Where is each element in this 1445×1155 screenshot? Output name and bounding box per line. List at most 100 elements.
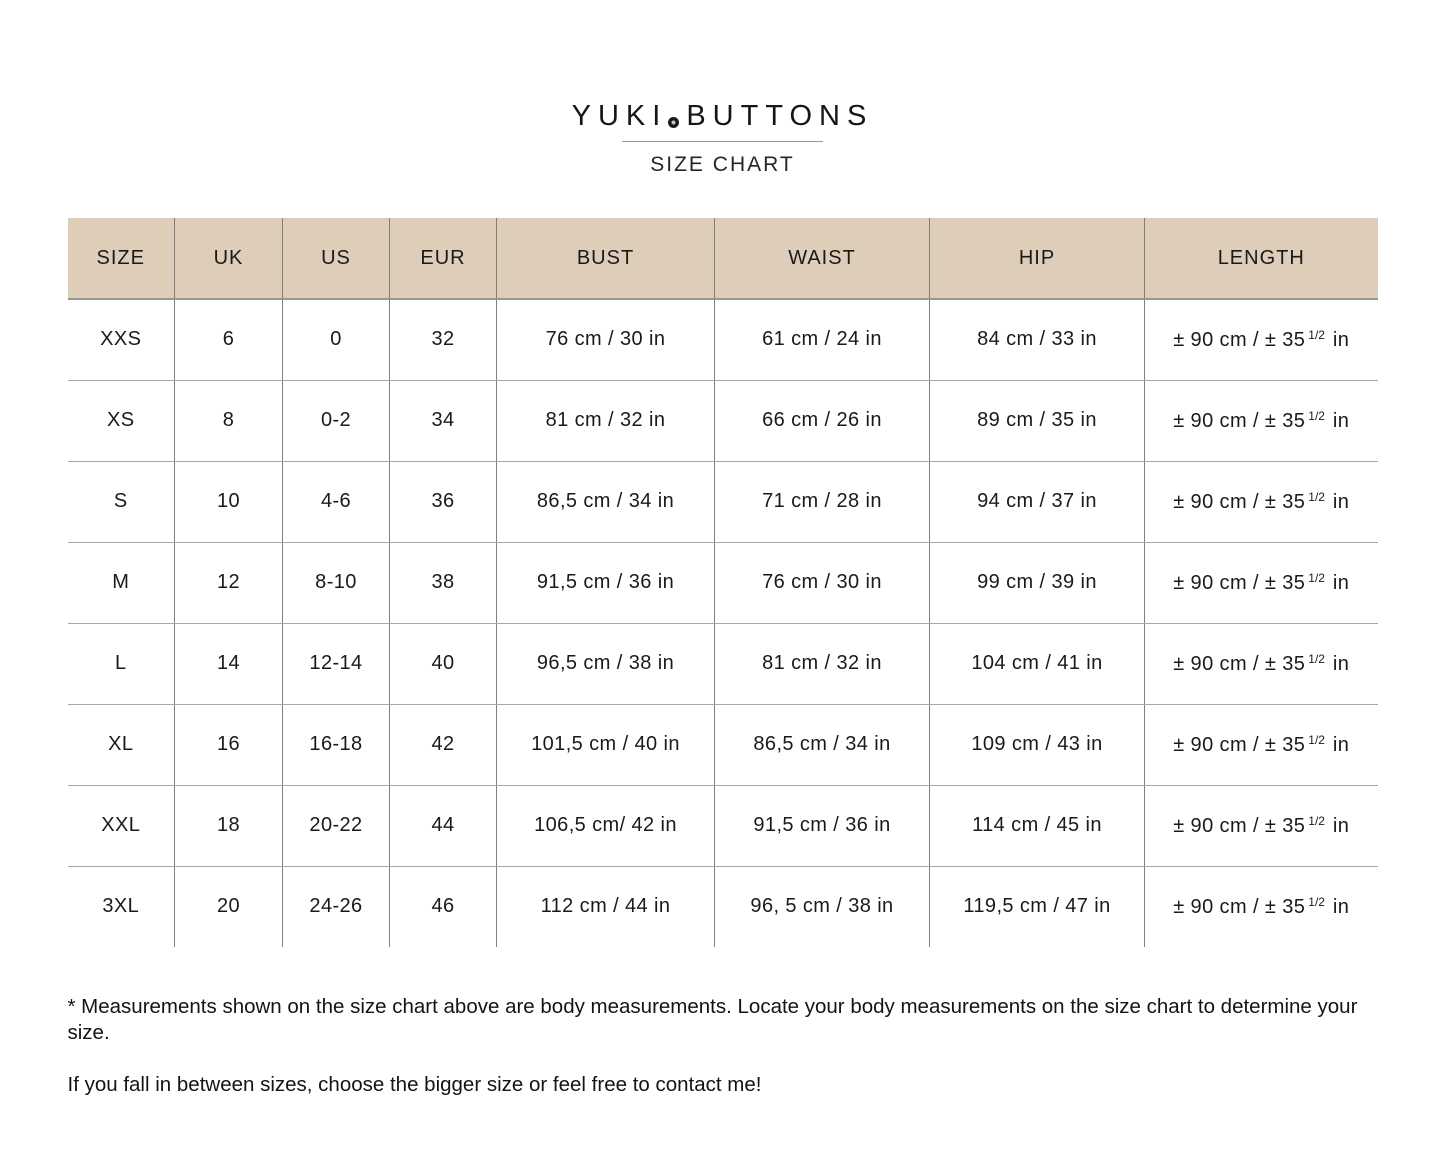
cell-us: 20-22 — [282, 785, 390, 867]
cell-uk: 12 — [174, 542, 283, 624]
length-fraction: 1/2 — [1308, 894, 1325, 909]
cell-size: XL — [67, 704, 175, 786]
table-row: XXL 18 20-22 44 106,5 cm/ 42 in 91,5 cm … — [67, 785, 1378, 867]
length-main: ± 90 cm / ± 35 — [1173, 652, 1306, 675]
cell-waist: 61 cm / 24 in — [714, 299, 930, 381]
cell-us: 12-14 — [282, 623, 390, 705]
size-table-header-row: SIZE UK US EUR BUST WAIST HIP LENGTH — [67, 218, 1378, 300]
cell-size: XXS — [67, 299, 175, 381]
column-header-length: LENGTH — [1144, 218, 1378, 300]
column-header-bust: BUST — [496, 218, 715, 300]
cell-uk: 20 — [174, 866, 283, 947]
cell-bust: 91,5 cm / 36 in — [496, 542, 715, 624]
brand-name: YUKI BUTTONS — [0, 102, 1445, 131]
cell-waist: 96, 5 cm / 38 in — [714, 866, 930, 947]
cell-waist: 86,5 cm / 34 in — [714, 704, 930, 786]
cell-length: ± 90 cm / ± 35 1/2 in — [1144, 785, 1378, 867]
cell-us: 8-10 — [282, 542, 390, 624]
column-header-size: SIZE — [67, 218, 175, 300]
length-fraction: 1/2 — [1308, 570, 1325, 585]
cell-eur: 44 — [389, 785, 497, 867]
cell-uk: 16 — [174, 704, 283, 786]
cell-bust: 112 cm / 44 in — [496, 866, 715, 947]
table-row: XL 16 16-18 42 101,5 cm / 40 in 86,5 cm … — [67, 704, 1378, 786]
cell-hip: 114 cm / 45 in — [929, 785, 1145, 867]
cell-eur: 32 — [389, 299, 497, 381]
cell-uk: 14 — [174, 623, 283, 705]
length-main: ± 90 cm / ± 35 — [1173, 733, 1306, 756]
table-row: M 12 8-10 38 91,5 cm / 36 in 76 cm / 30 … — [67, 542, 1378, 624]
cell-hip: 109 cm / 43 in — [929, 704, 1145, 786]
cell-waist: 76 cm / 30 in — [714, 542, 930, 624]
length-unit: in — [1326, 814, 1350, 837]
cell-length: ± 90 cm / ± 35 1/2 in — [1144, 866, 1378, 947]
cell-size: XXL — [67, 785, 175, 867]
cell-waist: 81 cm / 32 in — [714, 623, 930, 705]
length-fraction: 1/2 — [1308, 327, 1325, 342]
cell-us: 0-2 — [282, 380, 390, 462]
cell-hip: 84 cm / 33 in — [929, 299, 1145, 381]
cell-hip: 94 cm / 37 in — [929, 461, 1145, 543]
length-main: ± 90 cm / ± 35 — [1173, 490, 1306, 513]
table-row: XXS 6 0 32 76 cm / 30 in 61 cm / 24 in 8… — [67, 299, 1378, 381]
column-header-uk: UK — [174, 218, 283, 300]
table-row: S 10 4-6 36 86,5 cm / 34 in 71 cm / 28 i… — [67, 461, 1378, 543]
table-row: XS 8 0-2 34 81 cm / 32 in 66 cm / 26 in … — [67, 380, 1378, 462]
cell-uk: 18 — [174, 785, 283, 867]
cell-bust: 101,5 cm / 40 in — [496, 704, 715, 786]
page-title: SIZE CHART — [650, 153, 795, 176]
cell-length: ± 90 cm / ± 35 1/2 in — [1144, 380, 1378, 462]
cell-size: L — [67, 623, 175, 705]
column-header-eur: EUR — [389, 218, 497, 300]
cell-us: 24-26 — [282, 866, 390, 947]
brand-name-left: YUKI — [571, 100, 668, 132]
cell-bust: 96,5 cm / 38 in — [496, 623, 715, 705]
cell-size: M — [67, 542, 175, 624]
cell-uk: 10 — [174, 461, 283, 543]
length-main: ± 90 cm / ± 35 — [1173, 895, 1306, 918]
cell-size: S — [67, 461, 175, 543]
column-header-hip: HIP — [929, 218, 1145, 300]
length-unit: in — [1326, 328, 1350, 351]
brand-header: YUKI BUTTONS SIZE CHART — [0, 0, 1445, 177]
notes: * Measurements shown on the size chart a… — [68, 994, 1378, 1098]
cell-hip: 89 cm / 35 in — [929, 380, 1145, 462]
column-header-waist: WAIST — [714, 218, 930, 300]
length-unit: in — [1326, 409, 1350, 432]
cell-bust: 86,5 cm / 34 in — [496, 461, 715, 543]
length-unit: in — [1326, 733, 1350, 756]
table-row: L 14 12-14 40 96,5 cm / 38 in 81 cm / 32… — [67, 623, 1378, 705]
note-between-sizes: If you fall in between sizes, choose the… — [67, 1073, 762, 1097]
cell-length: ± 90 cm / ± 35 1/2 in — [1144, 461, 1378, 543]
cell-length: ± 90 cm / ± 35 1/2 in — [1144, 623, 1378, 705]
length-fraction: 1/2 — [1308, 813, 1325, 828]
brand-name-right: BUTTONS — [686, 100, 874, 132]
cell-length: ± 90 cm / ± 35 1/2 in — [1144, 704, 1378, 786]
cell-length: ± 90 cm / ± 35 1/2 in — [1144, 299, 1378, 381]
cell-uk: 8 — [174, 380, 283, 462]
cell-size: XS — [67, 380, 175, 462]
cell-us: 4-6 — [282, 461, 390, 543]
cell-hip: 104 cm / 41 in — [929, 623, 1145, 705]
cell-bust: 106,5 cm/ 42 in — [496, 785, 715, 867]
length-unit: in — [1326, 490, 1350, 513]
size-table-head: SIZE UK US EUR BUST WAIST HIP LENGTH — [67, 218, 1378, 300]
length-fraction: 1/2 — [1308, 651, 1325, 666]
cell-waist: 71 cm / 28 in — [714, 461, 930, 543]
length-fraction: 1/2 — [1308, 732, 1325, 747]
length-main: ± 90 cm / ± 35 — [1173, 814, 1306, 837]
cell-eur: 46 — [389, 866, 497, 947]
cell-hip: 119,5 cm / 47 in — [929, 866, 1145, 947]
cell-waist: 66 cm / 26 in — [714, 380, 930, 462]
length-main: ± 90 cm / ± 35 — [1173, 409, 1306, 432]
cell-size: 3XL — [67, 866, 175, 947]
size-table-body: XXS 6 0 32 76 cm / 30 in 61 cm / 24 in 8… — [67, 299, 1378, 947]
cell-us: 0 — [282, 299, 390, 381]
length-main: ± 90 cm / ± 35 — [1173, 328, 1306, 351]
cell-length: ± 90 cm / ± 35 1/2 in — [1144, 542, 1378, 624]
cell-uk: 6 — [174, 299, 283, 381]
table-row: 3XL 20 24-26 46 112 cm / 44 in 96, 5 cm … — [67, 866, 1378, 947]
length-unit: in — [1326, 652, 1350, 675]
cell-us: 16-18 — [282, 704, 390, 786]
